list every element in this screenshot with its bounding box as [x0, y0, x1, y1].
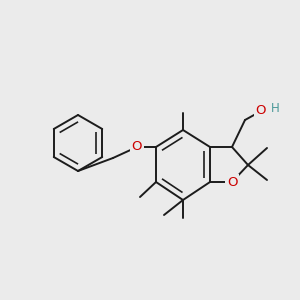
Text: H: H [271, 101, 280, 115]
Text: O: O [227, 176, 237, 188]
Text: O: O [256, 103, 266, 116]
Text: O: O [132, 140, 142, 154]
